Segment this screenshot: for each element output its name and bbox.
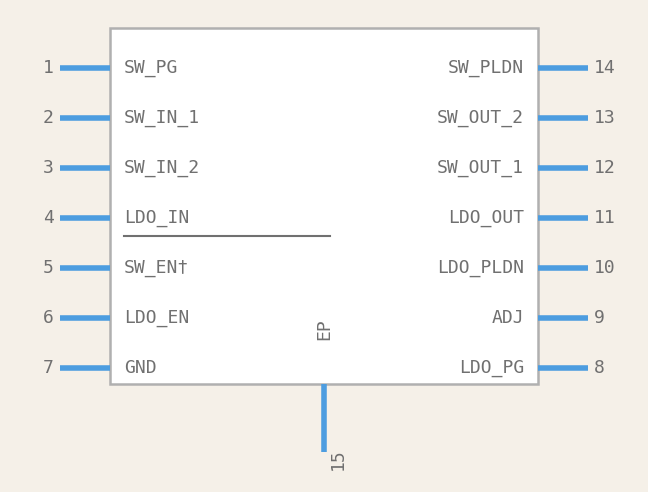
Text: SW_OUT_1: SW_OUT_1 bbox=[437, 159, 524, 177]
Bar bbox=[110, 28, 538, 384]
Text: 1: 1 bbox=[43, 59, 54, 77]
Text: 13: 13 bbox=[594, 109, 616, 127]
Text: LDO_OUT: LDO_OUT bbox=[448, 209, 524, 227]
Text: LDO_EN: LDO_EN bbox=[124, 309, 189, 327]
Text: 14: 14 bbox=[594, 59, 616, 77]
Text: 15: 15 bbox=[329, 448, 347, 470]
Text: 10: 10 bbox=[594, 259, 616, 277]
Text: LDO_PG: LDO_PG bbox=[459, 359, 524, 377]
Text: 12: 12 bbox=[594, 159, 616, 177]
Text: 5: 5 bbox=[43, 259, 54, 277]
Text: LDO_PLDN: LDO_PLDN bbox=[437, 259, 524, 277]
Text: 7: 7 bbox=[43, 359, 54, 377]
Text: 2: 2 bbox=[43, 109, 54, 127]
Text: LDO_IN: LDO_IN bbox=[124, 209, 189, 227]
Text: SW_OUT_2: SW_OUT_2 bbox=[437, 109, 524, 127]
Text: 9: 9 bbox=[594, 309, 605, 327]
Text: SW_IN_2: SW_IN_2 bbox=[124, 159, 200, 177]
Text: SW_PG: SW_PG bbox=[124, 59, 178, 77]
Text: SW_PLDN: SW_PLDN bbox=[448, 59, 524, 77]
Text: 3: 3 bbox=[43, 159, 54, 177]
Text: GND: GND bbox=[124, 359, 157, 377]
Text: SW_EN†: SW_EN† bbox=[124, 259, 189, 277]
Text: 4: 4 bbox=[43, 209, 54, 227]
Text: SW_IN_1: SW_IN_1 bbox=[124, 109, 200, 127]
Text: ADJ: ADJ bbox=[491, 309, 524, 327]
Text: 8: 8 bbox=[594, 359, 605, 377]
Text: EP: EP bbox=[315, 318, 333, 340]
Text: 6: 6 bbox=[43, 309, 54, 327]
Text: 11: 11 bbox=[594, 209, 616, 227]
